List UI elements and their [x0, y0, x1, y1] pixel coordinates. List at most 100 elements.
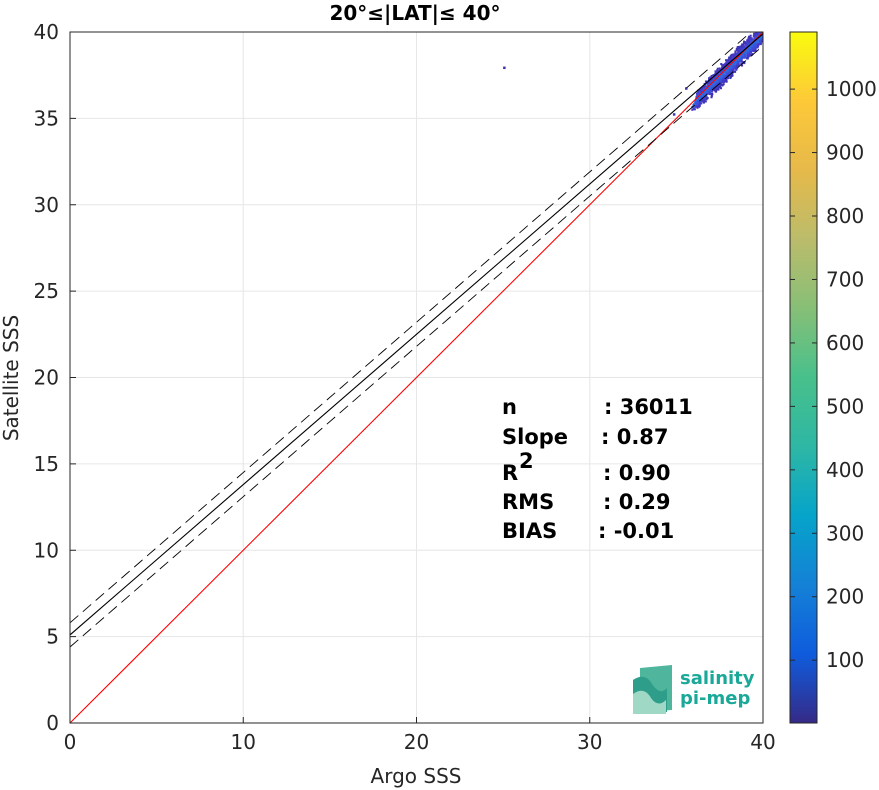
stat-value: : 0.90 — [603, 461, 671, 485]
density-cell — [749, 51, 752, 54]
density-cell — [731, 74, 734, 77]
colorbar-tick-label: 800 — [826, 204, 864, 228]
density-cell — [695, 95, 698, 98]
density-cell — [750, 44, 753, 47]
density-cell — [729, 70, 732, 73]
density-cell — [710, 96, 713, 99]
x-axis-label: Argo SSS — [371, 764, 462, 788]
density-cell — [747, 43, 750, 46]
density-cell — [709, 77, 712, 80]
density-cell — [729, 68, 732, 72]
density-cell — [742, 48, 745, 51]
density-cell — [729, 75, 732, 78]
density-cell — [721, 65, 724, 68]
density-cell — [733, 70, 736, 73]
density-cell — [750, 37, 753, 40]
density-cell — [726, 67, 729, 70]
density-cell — [695, 92, 698, 95]
density-cell — [737, 53, 740, 56]
density-cell — [757, 38, 760, 41]
density-cell — [734, 50, 737, 53]
density-cell — [702, 101, 705, 104]
density-cell — [749, 41, 752, 44]
density-cell — [742, 52, 745, 55]
density-cell — [712, 77, 715, 80]
density-cell — [695, 105, 698, 108]
density-cell — [721, 84, 724, 87]
density-cell — [756, 46, 759, 49]
density-cell — [722, 73, 725, 76]
density-cell — [754, 34, 757, 37]
density-cell — [743, 56, 746, 59]
density-cell — [737, 61, 740, 64]
density-cell — [700, 99, 703, 103]
density-cell — [706, 97, 709, 100]
density-cell — [718, 73, 721, 76]
density-cell — [749, 38, 752, 41]
density-cell — [722, 79, 725, 82]
colorbar-tick-label: 300 — [826, 521, 864, 545]
density-cell — [716, 67, 719, 70]
density-cell — [744, 43, 747, 46]
density-cell — [718, 83, 721, 86]
density-cell — [712, 85, 715, 88]
density-cell — [729, 55, 732, 58]
density-cell — [714, 85, 717, 88]
density-cell — [717, 81, 720, 84]
density-cell — [710, 94, 713, 97]
density-cell — [704, 100, 707, 103]
density-cell — [698, 104, 701, 107]
density-cell — [724, 71, 727, 74]
density-cell — [692, 105, 695, 108]
density-cell — [743, 50, 746, 53]
density-cell — [702, 100, 705, 103]
stat-value: : 0.87 — [601, 425, 669, 449]
y-tick-label: 10 — [34, 538, 59, 562]
density-cell — [749, 34, 752, 37]
density-cell — [699, 87, 703, 90]
density-cell — [738, 47, 741, 50]
salinity-logo: salinity pi-mep — [633, 665, 755, 714]
density-cell — [752, 34, 755, 37]
density-cell — [718, 79, 721, 82]
density-cell — [760, 41, 763, 44]
density-cell — [700, 94, 703, 97]
density-cell — [755, 40, 758, 43]
density-cell — [696, 106, 699, 109]
density-cell — [713, 81, 716, 84]
density-cell — [701, 98, 704, 101]
y-tick-label: 40 — [34, 20, 59, 44]
density-cell — [753, 32, 756, 35]
density-cell — [672, 113, 676, 116]
y-tick-label: 25 — [34, 279, 59, 303]
density-cell — [744, 52, 747, 55]
density-cell — [747, 41, 750, 44]
density-cell — [717, 88, 720, 91]
density-cell — [738, 46, 741, 49]
density-cell — [709, 88, 712, 91]
density-cell — [713, 74, 716, 77]
density-cell — [695, 101, 698, 105]
density-cell — [754, 49, 757, 52]
density-cell — [730, 63, 733, 66]
wave-icon — [633, 665, 672, 714]
density-cell — [703, 87, 706, 90]
density-cell — [747, 52, 750, 55]
density-cell — [705, 92, 708, 95]
density-cell — [761, 37, 763, 40]
density-cell — [715, 75, 718, 78]
density-cell — [707, 80, 710, 83]
density-cell — [704, 97, 707, 100]
density-cell — [733, 53, 736, 57]
density-cell — [729, 74, 732, 77]
density-cell — [754, 45, 757, 48]
density-cell — [709, 90, 712, 93]
density-cell — [704, 90, 707, 93]
density-cell — [757, 34, 760, 37]
density-cell — [703, 92, 706, 96]
density-cell — [705, 98, 708, 101]
density-cell — [750, 48, 753, 51]
density-cell — [752, 47, 755, 50]
density-cell — [740, 45, 743, 48]
